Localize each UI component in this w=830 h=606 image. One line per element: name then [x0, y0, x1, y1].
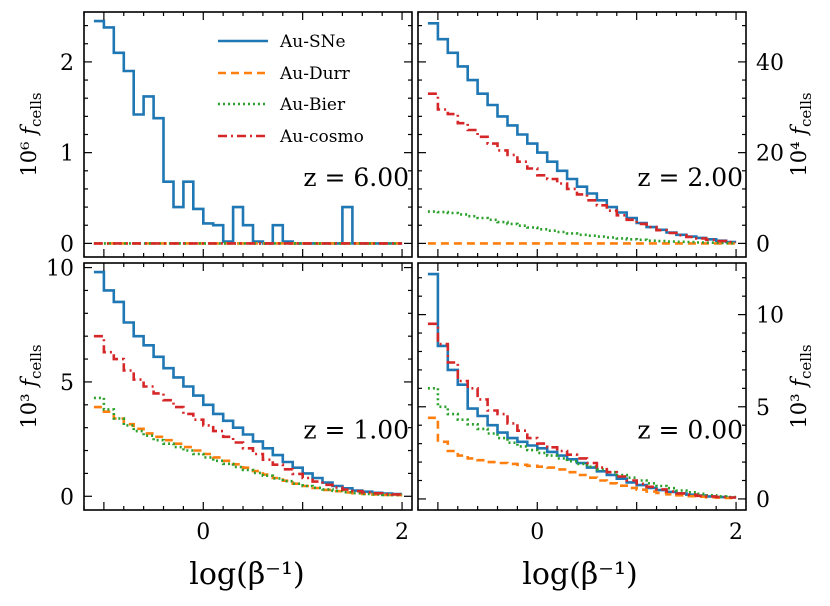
- x-axis-label-right: log(β⁻¹): [522, 557, 637, 592]
- panel-3: 0 2 0 5 10 10³ fcells z = 1.00: [17, 257, 413, 545]
- series-line-au-sne: [427, 272, 737, 499]
- plot-frame: [83, 262, 413, 511]
- y-tick-label: 10: [46, 257, 74, 282]
- panel-1: 0 1 2 10⁶ fcells z = 6.00: [17, 11, 413, 258]
- series-group: [427, 272, 737, 500]
- series-line-au-durr: [427, 416, 737, 500]
- x-tick-label: 2: [395, 520, 409, 545]
- y-tick-label: 5: [756, 396, 770, 421]
- y-tick-label: 1: [60, 142, 74, 167]
- x-tick-label: 0: [530, 520, 544, 545]
- series-line-au-sne: [93, 270, 403, 496]
- y-tick-label: 0: [756, 488, 770, 513]
- redshift-label: z = 1.00: [303, 415, 409, 444]
- series-line-au-cosmo: [427, 92, 737, 244]
- y-tick-label: 10: [756, 304, 784, 329]
- series-group: [427, 22, 737, 245]
- redshift-label: z = 2.00: [637, 163, 743, 192]
- x-axis-label-left: log(β⁻¹): [189, 557, 304, 592]
- plot-frame: [417, 11, 747, 258]
- y-tick-label: 0: [756, 232, 770, 257]
- series-line-au-bier: [93, 396, 403, 497]
- series-line-au-cosmo: [93, 334, 403, 496]
- series-line-au-bier: [427, 387, 737, 499]
- legend-label-au-sne: Au-SNe: [279, 32, 346, 52]
- series-line-au-bier: [427, 210, 737, 245]
- y-tick-label: 5: [60, 371, 74, 396]
- redshift-label: z = 6.00: [303, 163, 409, 192]
- legend: Au-SNe Au-Durr Au-Bier Au-cosmo: [218, 32, 364, 147]
- series-group: [93, 19, 403, 245]
- legend-label-au-bier: Au-Bier: [279, 95, 346, 115]
- plot-frame: [417, 262, 747, 511]
- series-line-au-cosmo: [427, 322, 737, 499]
- y-tick-label: 20: [756, 142, 784, 167]
- y-tick-label: 0: [60, 232, 74, 257]
- y-axis-label: 10⁴ fcells: [787, 92, 815, 176]
- y-tick-label: 0: [60, 485, 74, 510]
- x-tick-label: 2: [729, 520, 743, 545]
- y-axis-label: 10³ fcells: [787, 344, 815, 428]
- redshift-label: z = 0.00: [637, 415, 743, 444]
- y-tick-label: 2: [60, 51, 74, 76]
- x-tick-label: 0: [196, 520, 210, 545]
- y-axis-label: 10³ fcells: [17, 344, 45, 428]
- legend-label-au-cosmo: Au-cosmo: [279, 127, 364, 147]
- series-line-au-sne: [427, 22, 737, 244]
- legend-label-au-durr: Au-Durr: [279, 64, 351, 84]
- y-axis-label: 10⁶ fcells: [17, 92, 45, 176]
- series-group: [93, 270, 403, 497]
- y-tick-label: 40: [756, 51, 784, 76]
